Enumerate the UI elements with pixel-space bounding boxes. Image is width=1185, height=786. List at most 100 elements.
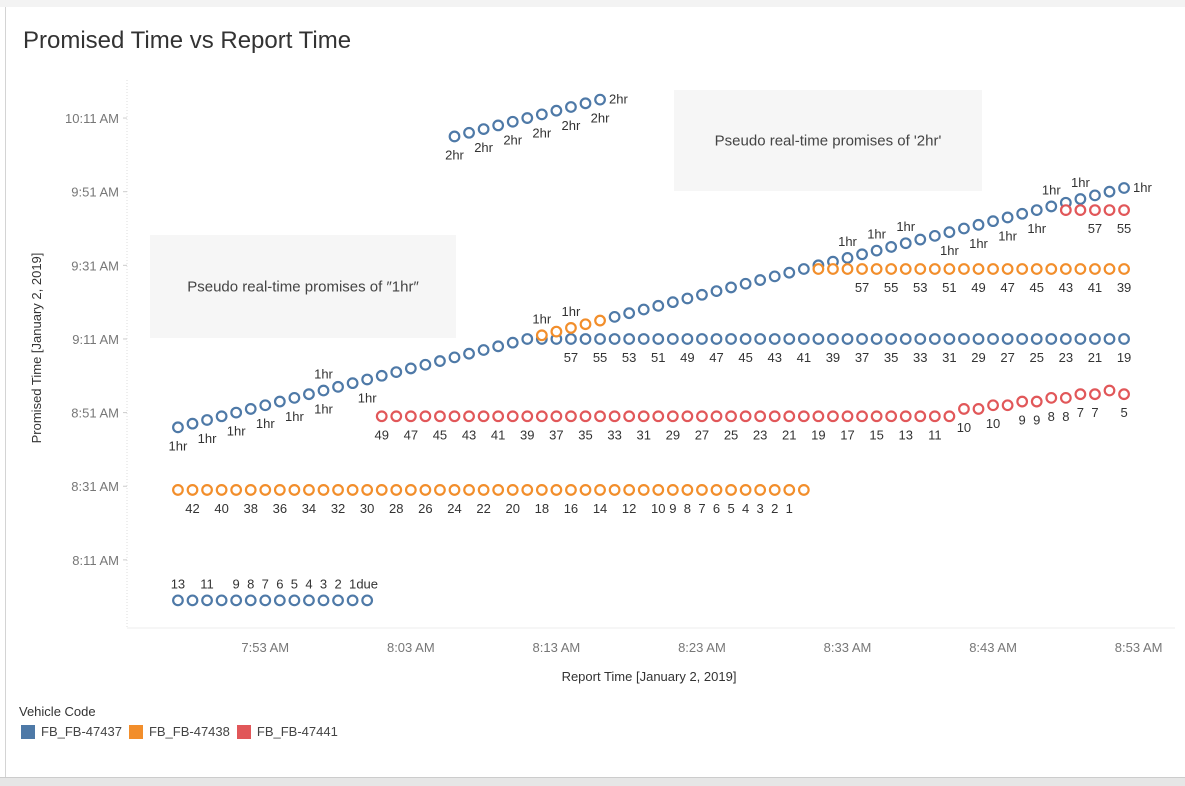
data-point[interactable] — [492, 484, 505, 496]
data-point[interactable] — [1118, 204, 1130, 216]
data-point[interactable] — [827, 333, 839, 345]
data-point[interactable] — [346, 484, 359, 496]
data-point[interactable] — [186, 484, 199, 496]
data-point[interactable] — [783, 484, 796, 496]
data-point[interactable] — [885, 241, 898, 253]
data-point[interactable] — [943, 410, 956, 423]
data-point[interactable] — [696, 484, 708, 496]
data-point[interactable] — [463, 126, 475, 139]
data-point[interactable] — [172, 484, 184, 496]
data-point[interactable] — [652, 484, 665, 496]
data-point[interactable] — [623, 484, 636, 496]
data-point[interactable] — [201, 414, 213, 426]
data-point[interactable] — [958, 222, 970, 235]
data-point[interactable] — [230, 594, 243, 607]
data-point[interactable] — [463, 410, 475, 423]
data-point[interactable] — [856, 248, 868, 261]
data-point[interactable] — [725, 333, 737, 345]
data-point[interactable] — [434, 484, 446, 496]
data-point[interactable] — [1030, 395, 1043, 408]
data-point[interactable] — [1118, 182, 1130, 194]
data-point[interactable] — [565, 322, 577, 334]
data-point[interactable] — [259, 594, 272, 607]
data-point[interactable] — [1074, 333, 1087, 345]
data-point[interactable] — [477, 410, 490, 423]
data-point[interactable] — [768, 270, 781, 283]
data-point[interactable] — [1089, 333, 1101, 345]
data-point[interactable] — [783, 410, 796, 423]
data-point[interactable] — [186, 594, 199, 607]
data-point[interactable] — [696, 288, 708, 301]
data-point[interactable] — [404, 484, 417, 496]
data-point[interactable] — [608, 310, 621, 323]
data-point[interactable] — [1074, 388, 1087, 401]
data-point[interactable] — [1074, 204, 1087, 216]
data-point[interactable] — [1118, 333, 1130, 345]
data-point[interactable] — [535, 410, 548, 423]
data-point[interactable] — [375, 410, 388, 423]
data-point[interactable] — [725, 281, 737, 294]
data-point[interactable] — [346, 377, 359, 390]
data-point[interactable] — [492, 119, 505, 132]
data-point[interactable] — [1103, 185, 1116, 198]
data-point[interactable] — [259, 484, 272, 496]
data-point[interactable] — [841, 333, 854, 345]
data-point[interactable] — [521, 484, 534, 496]
data-point[interactable] — [565, 333, 577, 345]
data-point[interactable] — [346, 594, 359, 607]
data-point[interactable] — [1045, 391, 1058, 404]
data-point[interactable] — [230, 406, 243, 419]
data-point[interactable] — [958, 333, 970, 345]
data-point[interactable] — [463, 347, 475, 360]
data-point[interactable] — [288, 594, 301, 607]
data-point[interactable] — [1089, 263, 1101, 275]
data-point[interactable] — [841, 263, 854, 275]
data-point[interactable] — [710, 333, 723, 345]
data-point[interactable] — [696, 410, 708, 423]
data-point[interactable] — [754, 274, 767, 286]
data-point[interactable] — [303, 484, 315, 496]
data-point[interactable] — [215, 594, 228, 607]
data-point[interactable] — [768, 484, 781, 496]
data-point[interactable] — [768, 410, 781, 423]
data-point[interactable] — [972, 218, 985, 231]
data-point[interactable] — [885, 263, 898, 275]
data-point[interactable] — [477, 123, 490, 135]
data-point[interactable] — [521, 410, 534, 423]
data-point[interactable] — [492, 340, 505, 353]
data-point[interactable] — [1089, 189, 1101, 202]
data-point[interactable] — [1074, 193, 1087, 205]
data-point[interactable] — [244, 403, 257, 415]
data-point[interactable] — [652, 410, 665, 423]
data-point[interactable] — [899, 333, 912, 345]
data-point[interactable] — [1001, 399, 1014, 412]
data-point[interactable] — [797, 333, 810, 345]
data-point[interactable] — [1016, 395, 1029, 408]
data-point[interactable] — [928, 333, 941, 345]
data-point[interactable] — [259, 399, 272, 412]
data-point[interactable] — [754, 410, 767, 423]
data-point[interactable] — [477, 484, 490, 496]
data-point[interactable] — [594, 410, 606, 423]
data-point[interactable] — [681, 333, 694, 345]
data-point[interactable] — [681, 484, 694, 496]
data-point[interactable] — [230, 484, 243, 496]
data-point[interactable] — [1089, 204, 1101, 216]
data-point[interactable] — [186, 417, 199, 430]
data-point[interactable] — [288, 484, 301, 496]
data-point[interactable] — [899, 410, 912, 423]
data-point[interactable] — [623, 307, 636, 320]
data-point[interactable] — [943, 263, 956, 275]
data-point[interactable] — [987, 263, 999, 275]
data-point[interactable] — [623, 410, 636, 423]
data-point[interactable] — [914, 263, 927, 275]
data-point[interactable] — [477, 344, 490, 356]
data-point[interactable] — [870, 244, 883, 257]
data-point[interactable] — [652, 333, 665, 345]
data-point[interactable] — [928, 229, 941, 242]
data-point[interactable] — [579, 484, 592, 496]
data-point[interactable] — [870, 410, 883, 423]
data-point[interactable] — [594, 314, 606, 327]
legend-item-47441[interactable]: FB_FB-47441 — [236, 724, 338, 739]
data-point[interactable] — [739, 410, 752, 423]
